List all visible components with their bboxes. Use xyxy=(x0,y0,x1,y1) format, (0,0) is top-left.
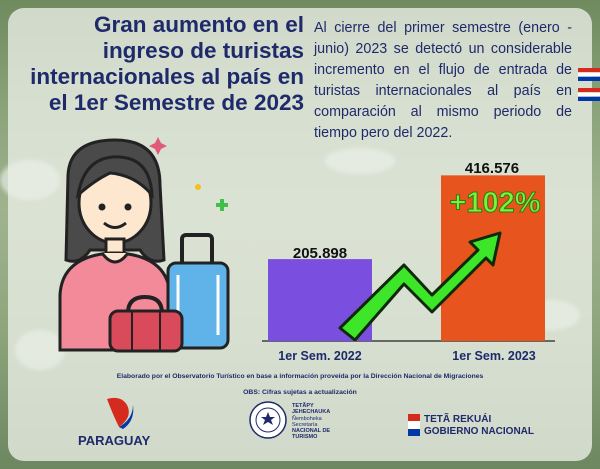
x-tick-label: 1er Sem. 2022 xyxy=(278,349,362,363)
tourist-illustration xyxy=(58,137,230,353)
national-seal-icon xyxy=(249,401,287,439)
government-text: TETÃ REKUÁI GOBIERNO NACIONAL xyxy=(424,414,534,437)
obs-note: OBS: Cifras sujetas a actualización xyxy=(243,389,357,396)
paraguay-brand-logo-icon xyxy=(107,397,134,429)
growth-arrow-icon xyxy=(338,231,502,342)
x-tick-label: 1er Sem. 2023 xyxy=(452,349,536,363)
source-note: Elaborado por el Observatorio Turístico … xyxy=(116,373,484,380)
page-title: Gran aumento en el ingreso de turistas i… xyxy=(30,12,304,115)
paraguay-flag-icon xyxy=(578,88,600,101)
government-flag-icon xyxy=(408,414,420,436)
description-text: Al cierre del primer semestre (enero - j… xyxy=(314,20,572,141)
bar-value-label: 205.898 xyxy=(292,245,348,262)
paraguay-brand-text: PARAGUAY xyxy=(78,433,151,448)
paraguay-flag-icon xyxy=(578,68,600,81)
tourism-secretariat-text: TETÃPY JEHECHAUKA Ñemboheka Secretaría N… xyxy=(292,403,331,441)
growth-percentage: +102% xyxy=(449,187,541,220)
bar-value-label: 416.576 xyxy=(464,160,520,177)
